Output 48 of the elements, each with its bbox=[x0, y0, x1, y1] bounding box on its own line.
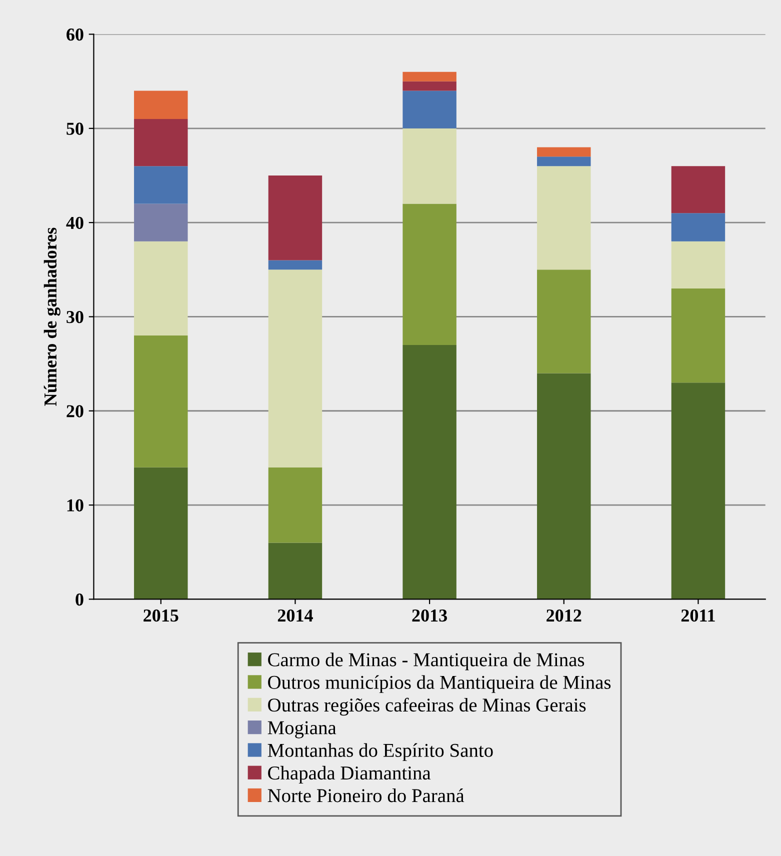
y-tick-label: 50 bbox=[66, 122, 84, 135]
legend-label: Carmo de Minas - Mantiqueira de Minas bbox=[268, 652, 584, 670]
bar bbox=[537, 373, 591, 600]
bar bbox=[268, 260, 322, 270]
bar bbox=[537, 147, 591, 157]
x-tick-label: 2011 bbox=[681, 609, 715, 622]
legend-label: Norte Pioneiro do Paraná bbox=[268, 788, 464, 802]
bar bbox=[402, 90, 456, 128]
y-tick-label: 10 bbox=[67, 499, 84, 512]
bar bbox=[402, 204, 456, 345]
legend-label: Montanhas do Espírito Santo bbox=[268, 743, 493, 761]
x-tick-label: 2013 bbox=[412, 609, 447, 622]
bar bbox=[537, 166, 591, 270]
bar bbox=[671, 213, 726, 242]
bar bbox=[402, 81, 456, 91]
bar bbox=[268, 467, 322, 543]
bar bbox=[402, 344, 456, 600]
y-tick-label: 40 bbox=[66, 216, 84, 229]
x-tick-label: 2012 bbox=[546, 609, 582, 622]
bar bbox=[402, 128, 456, 204]
bar bbox=[537, 270, 591, 374]
y-tick-label: 20 bbox=[66, 405, 84, 418]
legend-label: Outras regiões cafeeiras de Minas Gerais bbox=[268, 698, 586, 716]
bar bbox=[671, 382, 726, 600]
bar bbox=[134, 166, 188, 204]
bar bbox=[134, 467, 188, 600]
bar bbox=[671, 288, 726, 383]
bar bbox=[268, 270, 322, 468]
bar bbox=[671, 166, 726, 214]
bar bbox=[537, 156, 591, 166]
y-tick-label: 60 bbox=[66, 28, 84, 41]
legend-label: Chapada Diamantina bbox=[268, 766, 431, 784]
y-axis-title: Número de ganhadores bbox=[44, 228, 60, 406]
y-tick-label: 0 bbox=[76, 593, 84, 606]
bar bbox=[134, 336, 188, 468]
x-tick-label: 2014 bbox=[278, 609, 313, 622]
bar bbox=[134, 241, 188, 336]
x-tick-label: 2015 bbox=[144, 609, 178, 622]
bar bbox=[134, 118, 188, 166]
bar bbox=[268, 542, 322, 600]
bar bbox=[134, 204, 188, 242]
y-tick-label: 30 bbox=[66, 310, 84, 324]
bar bbox=[268, 175, 322, 260]
bar bbox=[134, 90, 188, 119]
legend-label: Mogiana bbox=[268, 721, 336, 738]
legend-label: Outros municípios da Mantiqueira de Minas bbox=[268, 675, 611, 693]
bar bbox=[671, 241, 726, 288]
bar bbox=[402, 72, 456, 82]
